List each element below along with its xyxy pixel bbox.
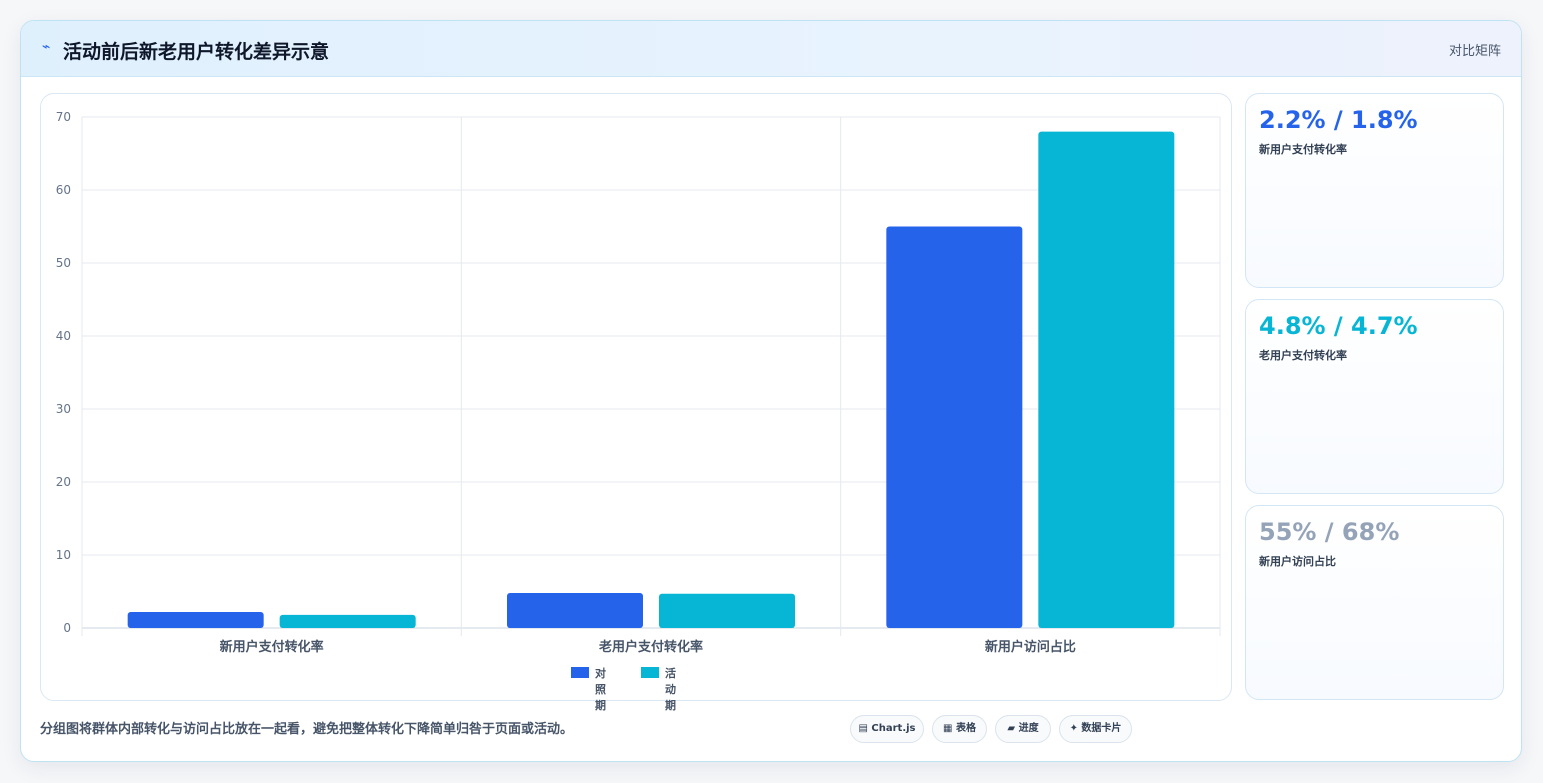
legend-label-control[interactable]: 对照期 — [595, 667, 606, 712]
bar-activity — [659, 593, 795, 628]
bar-activity — [1038, 131, 1175, 628]
legend-swatch-control[interactable] — [571, 667, 589, 678]
chart-card: ⌁ 活动前后新老用户转化差异示意 对比矩阵 0 10 20 30 40 50 60 70 新用户… — [20, 20, 1522, 762]
y-tick-label: 0 — [63, 621, 71, 635]
stat-label: 新用户访问占比 — [1259, 555, 1336, 568]
bar-activity — [279, 614, 416, 628]
chip-table[interactable]: ▦ 表格 — [932, 715, 987, 743]
chip-progress[interactable]: ▰ 进度 — [995, 715, 1051, 743]
footer-note: 分组图将群体内部转化与访问占比放在一起看，避免把整体转化下降简单归咎于页面或活动… — [40, 722, 574, 737]
y-tick-label: 60 — [56, 183, 71, 197]
stat-card-new-user-conversion: 2.2% / 1.8% 新用户支付转化率 — [1245, 93, 1504, 288]
sparkline-icon: ⌁ — [42, 39, 51, 55]
card-header: ⌁ 活动前后新老用户转化差异示意 对比矩阵 — [21, 21, 1521, 77]
y-tick-label: 40 — [56, 329, 71, 343]
chart-panel: 0 10 20 30 40 50 60 70 新用户支付转化率 老用户支付转化率 新用户访问占比 对… — [40, 93, 1232, 712]
x-tick-label: 新用户支付转化率 — [220, 639, 324, 654]
stat-card-new-user-visit-share: 55% / 68% 新用户访问占比 — [1245, 505, 1504, 700]
chip-data-card[interactable]: ✦ 数据卡片 — [1059, 715, 1132, 743]
stat-label: 新用户支付转化率 — [1259, 143, 1347, 156]
stat-label: 老用户支付转化率 — [1259, 349, 1347, 362]
chip-chartjs[interactable]: ▤ Chart.js — [850, 715, 924, 743]
stat-card-old-user-conversion: 4.8% / 4.7% 老用户支付转化率 — [1245, 299, 1504, 494]
y-tick-label: 20 — [56, 475, 71, 489]
x-tick-label: 新用户访问占比 — [985, 639, 1076, 654]
bar-control — [886, 226, 1023, 628]
x-tick-label: 老用户支付转化率 — [598, 639, 703, 654]
stat-value: 2.2% / 1.8% — [1259, 106, 1418, 134]
y-tick-label: 30 — [56, 402, 71, 416]
page-title: 活动前后新老用户转化差异示意 — [63, 41, 330, 63]
bar-control — [127, 611, 264, 628]
legend-swatch-activity[interactable] — [641, 667, 659, 678]
y-tick-label: 70 — [56, 110, 71, 124]
legend-label-activity[interactable]: 活动期 — [665, 667, 676, 712]
stat-value: 4.8% / 4.7% — [1259, 312, 1418, 340]
bar-chart: 0 10 20 30 40 50 60 70 新用户支付转化率 老用户支付转化率 新用户访问占比 — [56, 110, 1221, 654]
y-tick-label: 50 — [56, 256, 71, 270]
stat-value: 55% / 68% — [1259, 518, 1400, 546]
view-mode-label[interactable]: 对比矩阵 — [1448, 44, 1501, 59]
bar-control — [507, 592, 643, 628]
y-tick-label: 10 — [56, 548, 71, 562]
